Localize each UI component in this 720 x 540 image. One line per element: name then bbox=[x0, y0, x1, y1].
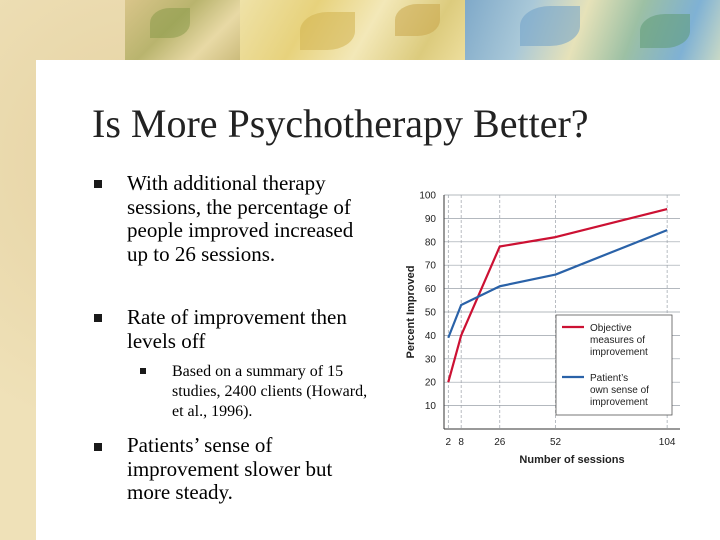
y-tick-label: 100 bbox=[419, 191, 436, 202]
bullet-marker bbox=[94, 443, 102, 451]
sub-bullet-marker bbox=[140, 368, 146, 374]
legend-box bbox=[555, 314, 673, 416]
y-tick-label: 30 bbox=[425, 354, 437, 365]
series-line-objective bbox=[447, 207, 668, 383]
sub-bullet-text: Based on a summary of 15 studies, 2400 c… bbox=[172, 363, 368, 420]
y-tick-label: 10 bbox=[425, 401, 437, 412]
x-tick-label: 104 bbox=[659, 437, 676, 448]
y-axis-label: Percent Improved bbox=[405, 266, 417, 359]
y-tick-label: 90 bbox=[425, 214, 437, 225]
series-line-patient bbox=[447, 229, 668, 339]
legend-label: own sense of bbox=[590, 385, 649, 396]
x-tick-label: 8 bbox=[458, 437, 464, 448]
y-tick-label: 50 bbox=[425, 308, 437, 319]
legend-label: Patient’s bbox=[590, 373, 628, 384]
bullet-text-2: Rate of improvement then levels off bbox=[127, 305, 347, 353]
y-tick-label: 60 bbox=[425, 284, 437, 295]
y-tick-label: 80 bbox=[425, 237, 437, 248]
x-tick-label: 52 bbox=[550, 437, 562, 448]
slide-content-panel bbox=[36, 60, 720, 540]
bullet-text-1: With additional therapy sessions, the pe… bbox=[127, 171, 354, 266]
x-tick-label: 2 bbox=[446, 437, 452, 448]
x-axis-label: Number of sessions bbox=[519, 454, 624, 466]
legend-label: Objective bbox=[590, 323, 632, 334]
bullet-marker bbox=[94, 314, 102, 322]
y-tick-label: 20 bbox=[425, 378, 437, 389]
legend-label: measures of bbox=[590, 335, 645, 346]
legend-label: improvement bbox=[590, 347, 648, 358]
improvement-chart: 10 20 30 40 50 60 70 80 90 100 2 8 26 52 104 Percent Im… bbox=[398, 185, 698, 475]
legend-label: improvement bbox=[590, 397, 648, 408]
x-tick-label: 26 bbox=[494, 437, 506, 448]
line-chart-svg: 10 20 30 40 50 60 70 80 90 100 2 8 26 52 104 Percent Im… bbox=[405, 191, 680, 466]
y-tick-label: 40 bbox=[425, 331, 437, 342]
decorative-banner bbox=[0, 0, 720, 60]
slide-title: Is More Psychotherapy Better? bbox=[92, 101, 589, 146]
y-tick-label: 70 bbox=[425, 261, 437, 272]
bullet-marker bbox=[94, 180, 102, 188]
bullet-text-3: Patients’ sense of improvement slower bu… bbox=[127, 433, 333, 504]
